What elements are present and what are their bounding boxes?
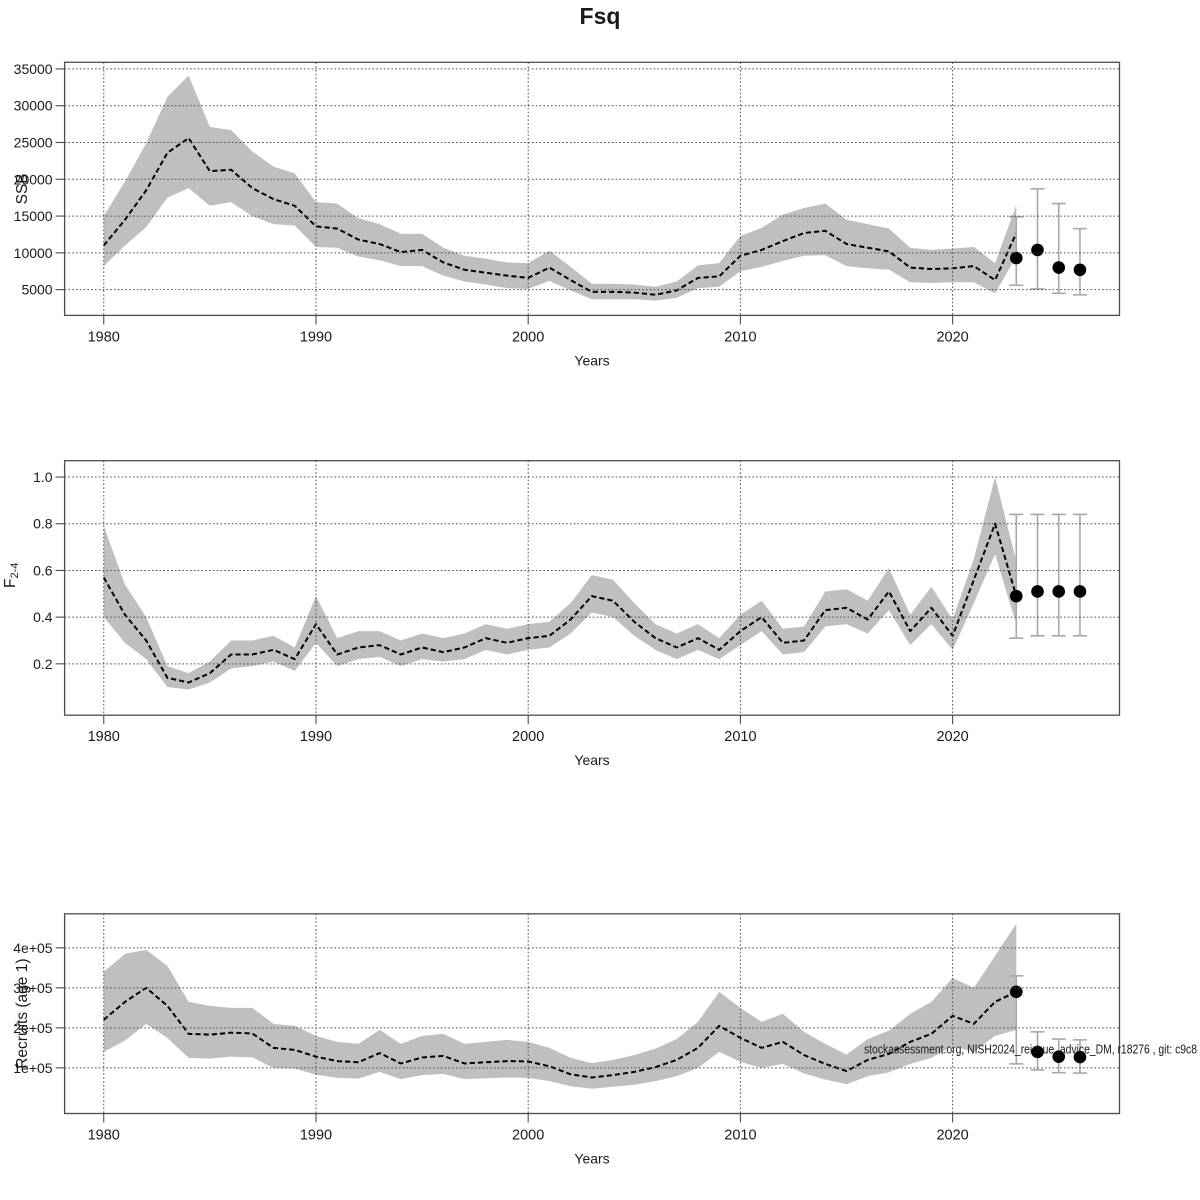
svg-text:stockassessment.org, NISH2024_: stockassessment.org, NISH2024_reissue_ad… bbox=[864, 1042, 1197, 1057]
svg-text:2000: 2000 bbox=[512, 729, 544, 745]
svg-text:1980: 1980 bbox=[88, 729, 120, 745]
svg-text:4e+05: 4e+05 bbox=[13, 940, 53, 956]
svg-text:1990: 1990 bbox=[300, 1128, 332, 1144]
svg-text:0.8: 0.8 bbox=[33, 516, 53, 532]
svg-text:1980: 1980 bbox=[88, 1128, 120, 1144]
svg-text:0.2: 0.2 bbox=[33, 656, 53, 672]
svg-text:1990: 1990 bbox=[300, 329, 332, 345]
svg-text:1.0: 1.0 bbox=[33, 469, 53, 485]
svg-text:2020: 2020 bbox=[936, 729, 968, 745]
svg-text:0.6: 0.6 bbox=[33, 562, 53, 578]
svg-text:Years: Years bbox=[574, 352, 609, 368]
svg-text:Years: Years bbox=[574, 752, 609, 768]
svg-text:2000: 2000 bbox=[512, 1128, 544, 1144]
svg-text:25000: 25000 bbox=[14, 135, 53, 151]
svg-text:2020: 2020 bbox=[936, 329, 968, 345]
svg-text:Recruits (age 1): Recruits (age 1) bbox=[14, 959, 31, 1069]
svg-text:1990: 1990 bbox=[300, 729, 332, 745]
svg-text:2000: 2000 bbox=[512, 329, 544, 345]
svg-text:F2-4: F2-4 bbox=[2, 563, 21, 588]
svg-text:2010: 2010 bbox=[724, 729, 756, 745]
svg-text:10000: 10000 bbox=[14, 245, 53, 261]
svg-text:5000: 5000 bbox=[21, 282, 52, 298]
svg-text:35000: 35000 bbox=[14, 61, 53, 77]
svg-text:2010: 2010 bbox=[724, 1128, 756, 1144]
svg-text:2020: 2020 bbox=[936, 1128, 968, 1144]
svg-text:30000: 30000 bbox=[14, 98, 53, 114]
svg-text:Years: Years bbox=[574, 1151, 609, 1167]
svg-text:15000: 15000 bbox=[14, 208, 53, 224]
svg-text:SSB: SSB bbox=[14, 173, 31, 204]
svg-text:1980: 1980 bbox=[88, 329, 120, 345]
svg-text:0.4: 0.4 bbox=[33, 609, 53, 625]
svg-text:2010: 2010 bbox=[724, 329, 756, 345]
